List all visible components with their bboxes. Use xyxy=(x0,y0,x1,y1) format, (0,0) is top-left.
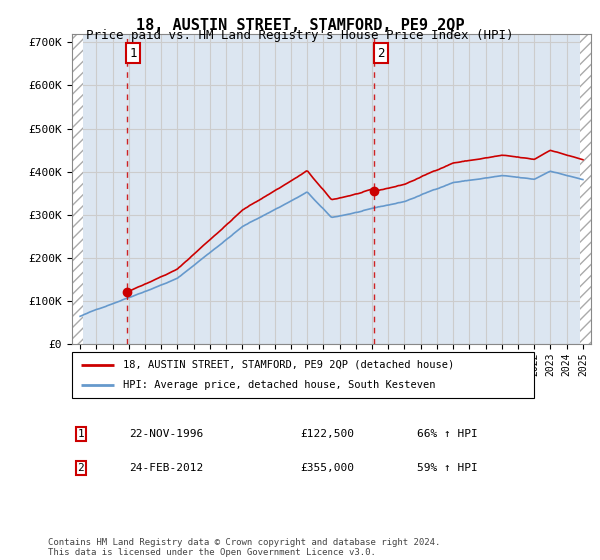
Text: Contains HM Land Registry data © Crown copyright and database right 2024.
This d: Contains HM Land Registry data © Crown c… xyxy=(48,538,440,557)
Text: 1: 1 xyxy=(77,429,85,439)
Text: 18, AUSTIN STREET, STAMFORD, PE9 2QP (detached house): 18, AUSTIN STREET, STAMFORD, PE9 2QP (de… xyxy=(123,360,454,370)
FancyBboxPatch shape xyxy=(72,352,534,398)
Text: 24-FEB-2012: 24-FEB-2012 xyxy=(129,463,203,473)
Text: 22-NOV-1996: 22-NOV-1996 xyxy=(129,429,203,439)
Bar xyxy=(580,34,591,344)
Bar xyxy=(72,34,83,344)
Text: 18, AUSTIN STREET, STAMFORD, PE9 2QP: 18, AUSTIN STREET, STAMFORD, PE9 2QP xyxy=(136,18,464,33)
Text: £122,500: £122,500 xyxy=(300,429,354,439)
Text: 2: 2 xyxy=(77,463,85,473)
Text: £355,000: £355,000 xyxy=(300,463,354,473)
Text: HPI: Average price, detached house, South Kesteven: HPI: Average price, detached house, Sout… xyxy=(123,380,436,390)
Text: Price paid vs. HM Land Registry's House Price Index (HPI): Price paid vs. HM Land Registry's House … xyxy=(86,29,514,42)
Text: 66% ↑ HPI: 66% ↑ HPI xyxy=(417,429,478,439)
Text: 59% ↑ HPI: 59% ↑ HPI xyxy=(417,463,478,473)
Text: 1: 1 xyxy=(130,46,137,59)
Text: 2: 2 xyxy=(377,46,385,59)
